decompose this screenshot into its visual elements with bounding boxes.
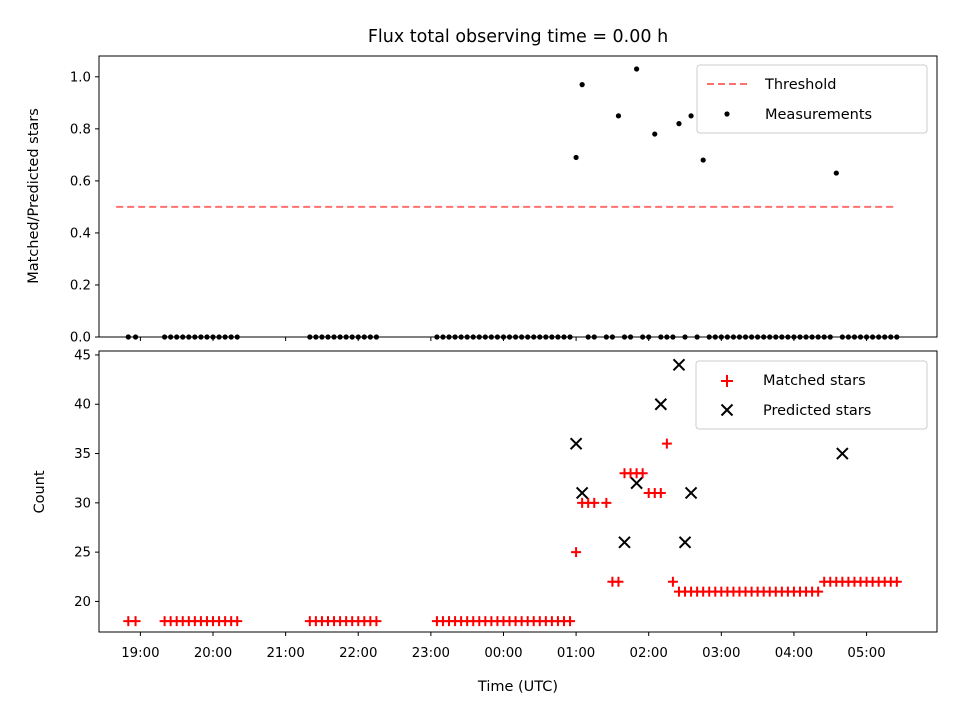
count-x-tick-label: 00:00	[484, 646, 522, 661]
matched-star-marker	[613, 576, 624, 587]
ratio-x-ticks	[139, 337, 868, 341]
matched-star-marker	[130, 616, 141, 627]
measurement-point	[652, 131, 658, 137]
count-y-tick-label: 20	[74, 595, 91, 610]
predicted-star-marker	[684, 486, 698, 500]
measurement-point	[676, 121, 682, 127]
predicted-star-marker	[630, 476, 643, 490]
ratio-y-ticks: 0.0 0.2 0.4 0.6 0.8 1.0	[70, 70, 99, 346]
matched-star-marker	[667, 576, 678, 587]
matched-star-marker	[601, 497, 612, 508]
count-legend: Matched stars Predicted stars	[695, 360, 928, 430]
count-y-tick-label: 45	[74, 348, 91, 363]
predicted-legend-label: Predicted stars	[763, 403, 871, 419]
measurement-point	[615, 113, 622, 119]
predicted-star-marker	[836, 447, 849, 460]
count-x-tick-label: 03:00	[702, 646, 740, 661]
measurement-point	[579, 82, 585, 88]
count-y-tick-label: 35	[74, 447, 91, 462]
predicted-star-marker	[618, 536, 631, 549]
count-x-tick-label: 21:00	[266, 646, 304, 661]
predicted-legend-swatch	[720, 403, 734, 417]
matched-star-marker	[571, 547, 582, 558]
threshold-legend-label: Threshold	[764, 77, 836, 93]
count-y-tick-label: 30	[74, 496, 91, 511]
ratio-y-tick-label: 0.6	[70, 174, 91, 189]
matched-legend-label: Matched stars	[763, 373, 866, 389]
matched-star-marker	[589, 497, 600, 508]
measurement-point	[700, 157, 706, 163]
count-x-tick-label: 04:00	[775, 646, 813, 661]
measurements-legend-label: Measurements	[765, 107, 872, 123]
count-y-tick-label: 40	[74, 398, 91, 413]
matched-star-marker	[661, 438, 672, 449]
count-y-axis-label: Count	[32, 470, 48, 513]
matched-legend-swatch	[721, 375, 733, 387]
ratio-legend-box	[696, 64, 928, 134]
count-x-tick-label: 19:00	[121, 646, 159, 661]
chart-title: Flux total observing time = 0.00 h	[368, 27, 668, 47]
ratio-y-axis-label: Matched/Predicted stars	[26, 108, 42, 284]
measurement-point	[688, 113, 694, 119]
count-x-tick-label: 02:00	[630, 646, 668, 661]
ratio-y-tick-label: 0.4	[70, 226, 91, 241]
matched-star-marker	[655, 487, 666, 498]
ratio-y-tick-label: 0.0	[70, 331, 91, 346]
measurements-legend-swatch	[724, 111, 730, 117]
count-x-tick-label: 23:00	[412, 646, 450, 661]
predicted-star-marker	[654, 398, 668, 411]
count-x-tick-label: 20:00	[194, 646, 232, 661]
measurement-point	[634, 66, 640, 72]
ratio-y-tick-label: 0.8	[70, 122, 91, 137]
predicted-star-marker	[569, 437, 583, 450]
count-marks	[123, 358, 902, 627]
ratio-axes-frame	[98, 55, 938, 338]
measurement-point	[833, 170, 839, 176]
matched-star-marker	[565, 616, 576, 627]
count-y-ticks: 20 25 30 35 40 45	[74, 348, 99, 610]
ratio-panel: 0.0 0.2 0.4 0.6 0.8 1.0 Matched/Predicted sta…	[26, 55, 938, 346]
measurement-point	[573, 154, 579, 161]
predicted-star-marker	[672, 358, 686, 372]
ratio-legend: Threshold Measurements	[696, 64, 928, 134]
matched-star-marker	[371, 616, 382, 627]
ratio-y-tick-label: 1.0	[70, 70, 91, 85]
matched-star-marker	[637, 468, 648, 479]
count-axes-frame	[98, 350, 938, 633]
count-panel: 20 25 30 35 40 45 19:00 20:00 21:00 22:00 23:00 00…	[32, 348, 938, 695]
predicted-star-marker	[575, 486, 589, 500]
count-x-tick-label: 22:00	[339, 646, 377, 661]
predicted-star-marker	[678, 536, 692, 549]
count-x-tick-label: 05:00	[847, 646, 885, 661]
x-axis-label: Time (UTC)	[477, 679, 558, 695]
count-y-tick-label: 25	[74, 546, 91, 561]
count-legend-box	[695, 360, 928, 430]
ratio-y-tick-label: 0.2	[70, 278, 91, 293]
matched-star-marker	[813, 586, 824, 597]
count-x-ticks: 19:00 20:00 21:00 22:00 23:00 00:00 01:00 02:00…	[121, 632, 886, 661]
matched-star-marker	[891, 576, 902, 587]
count-x-tick-label: 01:00	[557, 646, 595, 661]
matched-star-marker	[232, 616, 243, 627]
